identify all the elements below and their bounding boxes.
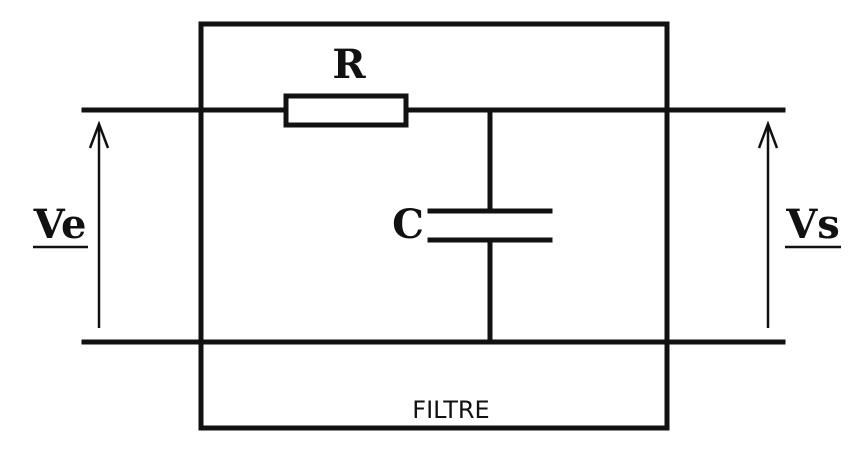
input-voltage-arrowhead bbox=[88, 120, 110, 149]
output-voltage-label: Vs bbox=[785, 201, 840, 248]
output-voltage-arrowhead bbox=[757, 120, 779, 149]
filter-box bbox=[198, 21, 670, 431]
capacitor-label: C bbox=[392, 201, 424, 248]
resistor bbox=[283, 93, 409, 128]
input-voltage-label: Ve bbox=[33, 201, 87, 248]
resistor-label: R bbox=[332, 41, 366, 88]
filter-title: FILTRE bbox=[412, 396, 489, 424]
